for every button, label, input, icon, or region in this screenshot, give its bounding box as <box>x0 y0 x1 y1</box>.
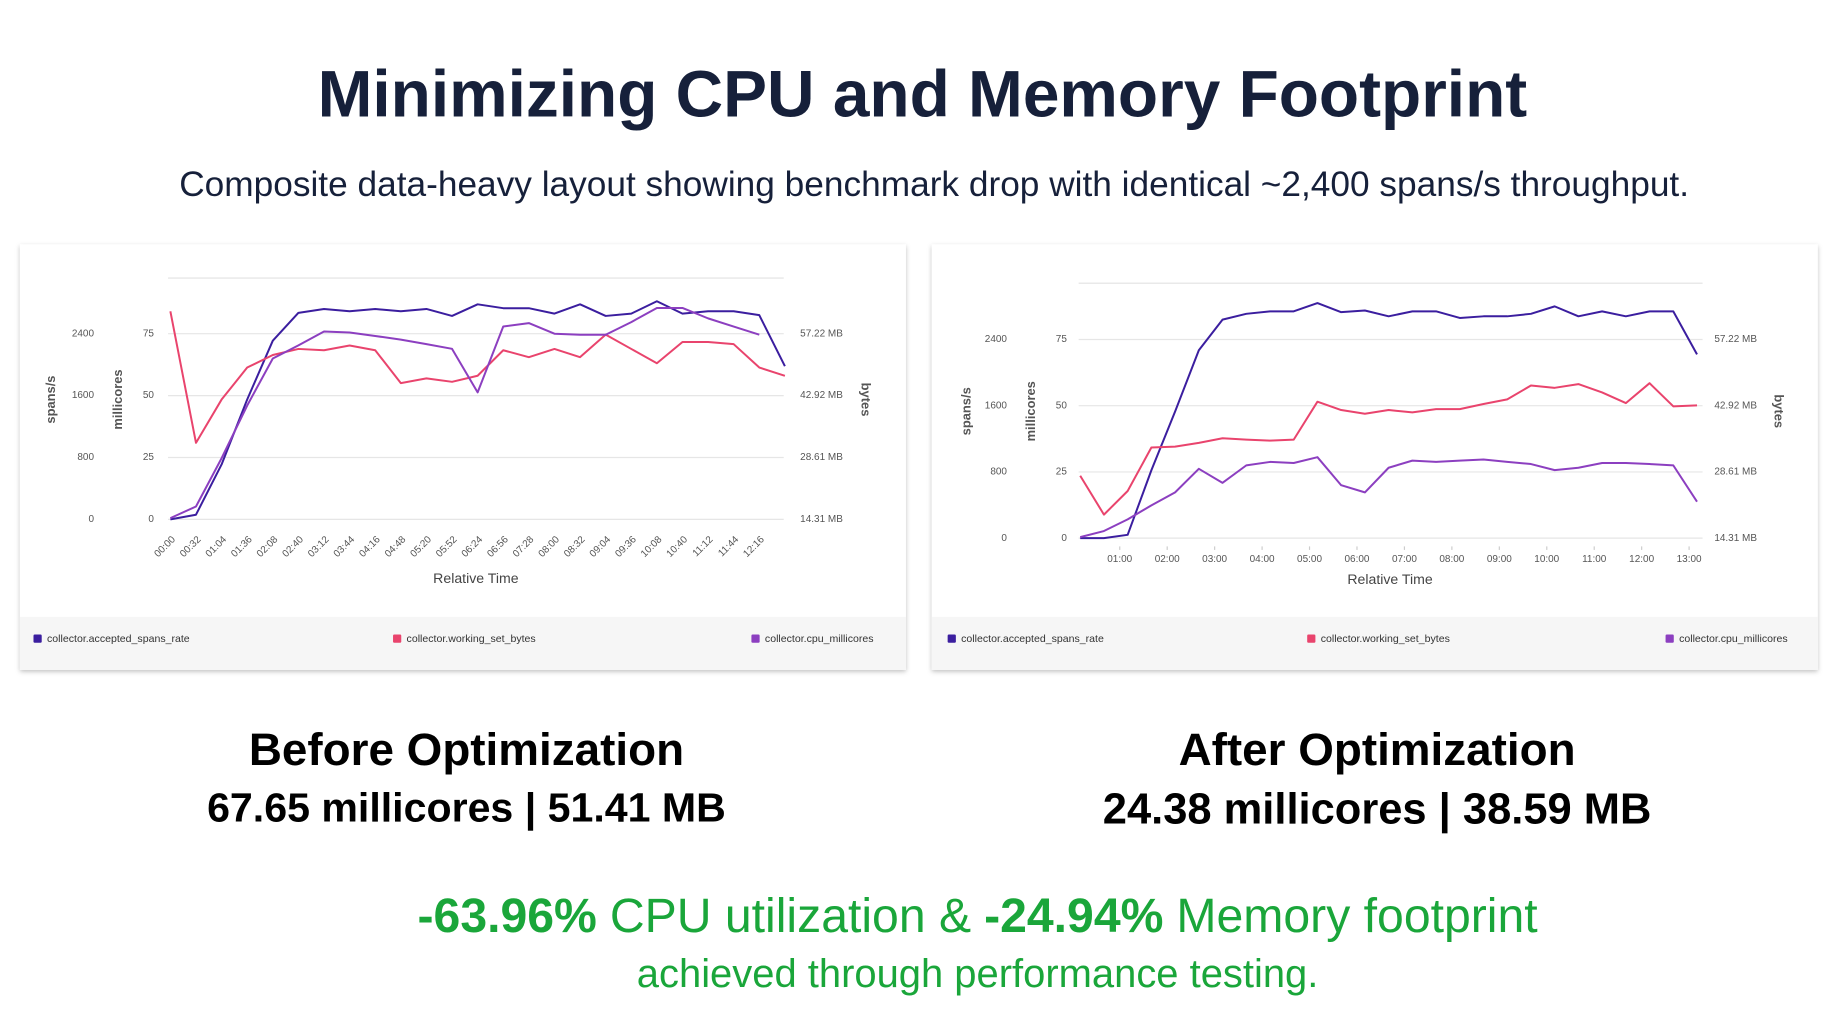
legend-swatch <box>1307 634 1316 643</box>
y-tick-label: 2400 <box>72 328 95 339</box>
x-tick-label: 02:00 <box>1155 554 1180 565</box>
y-tick-label: 800 <box>77 452 94 463</box>
chart-panel <box>931 244 1818 670</box>
series-line <box>1080 302 1698 540</box>
comparison-metrics: 24.38 millicores | 38.59 MB <box>1103 786 1652 835</box>
y2-tick-label: 75 <box>143 328 155 339</box>
y-tick-label: 800 <box>990 467 1007 478</box>
x-tick-label: 12:00 <box>1629 554 1654 565</box>
y-axis-title: spans/s <box>959 387 974 435</box>
x-tick-label: 04:00 <box>1250 554 1275 565</box>
legend-band <box>931 616 1818 670</box>
legend-swatch <box>1665 634 1674 643</box>
y3-tick-label: 14.31 MB <box>1714 533 1757 544</box>
comparison-metrics: 67.65 millicores | 51.41 MB <box>207 784 726 830</box>
x-tick-label: 13:00 <box>1677 554 1702 565</box>
legend-swatch <box>393 634 402 643</box>
y2-tick-label: 25 <box>1056 467 1068 478</box>
comparison-heading: After Optimization <box>1179 724 1576 775</box>
y2-tick-label: 0 <box>148 514 154 525</box>
series-line <box>1079 382 1698 516</box>
series-line <box>1079 456 1698 539</box>
y3-tick-label: 28.61 MB <box>800 452 843 463</box>
summary-note: achieved through performance testing. <box>637 952 1319 996</box>
slide-subtitle: Composite data-heavy layout showing benc… <box>179 165 1689 204</box>
x-axis-title: Relative Time <box>1347 571 1433 587</box>
summary-line: -63.96% CPU utilization & -24.94% Memory fo… <box>418 889 1539 943</box>
slide-title: Minimizing CPU and Memory Footprint <box>318 56 1528 130</box>
series-line <box>169 311 786 444</box>
legend-label: collector.working_set_bytes <box>1321 633 1450 645</box>
x-tick-label: 10:00 <box>1534 554 1559 565</box>
legend-label: collector.cpu_millicores <box>1679 633 1788 645</box>
legend-swatch <box>33 634 42 643</box>
y-tick-label: 1600 <box>985 400 1008 411</box>
legend-label: collector.working_set_bytes <box>407 633 536 645</box>
x-tick-label: 07:00 <box>1392 554 1417 565</box>
y3-axis-title: bytes <box>858 383 873 417</box>
x-tick-label: 06:00 <box>1345 554 1370 565</box>
y2-tick-label: 50 <box>1056 400 1068 411</box>
y2-tick-label: 75 <box>1056 334 1068 345</box>
x-tick-label: 11:00 <box>1582 554 1607 565</box>
y3-axis-title: bytes <box>1771 394 1786 428</box>
x-tick-label: 08:00 <box>1439 554 1464 565</box>
y2-axis-title: millicores <box>110 369 125 429</box>
legend-swatch <box>751 634 760 643</box>
y3-tick-label: 28.61 MB <box>1714 467 1757 478</box>
y3-tick-label: 14.31 MB <box>800 514 843 525</box>
y2-tick-label: 50 <box>143 390 155 401</box>
y-axis-title: spans/s <box>43 375 58 423</box>
legend-swatch <box>947 634 956 643</box>
y-tick-label: 0 <box>1001 533 1007 544</box>
series-line <box>170 300 786 521</box>
memory-change: -24.94% <box>984 889 1163 943</box>
x-tick-label: 09:00 <box>1487 554 1512 565</box>
y2-tick-label: 0 <box>1061 533 1067 544</box>
y3-tick-label: 57.22 MB <box>800 328 843 339</box>
x-tick-label: 01:00 <box>1107 554 1132 565</box>
y-tick-label: 1600 <box>72 390 95 401</box>
y3-tick-label: 57.22 MB <box>1714 334 1757 345</box>
y-tick-label: 0 <box>88 514 94 525</box>
legend-label: collector.accepted_spans_rate <box>961 633 1104 645</box>
memory-label: Memory footprint <box>1176 889 1538 943</box>
y2-axis-title: millicores <box>1023 381 1038 441</box>
cpu-change: -63.96% <box>418 889 597 943</box>
x-tick-label: 05:00 <box>1297 554 1322 565</box>
comparison-heading: Before Optimization <box>249 724 684 775</box>
cpu-label: CPU utilization & <box>610 889 971 943</box>
series-line <box>169 306 760 520</box>
y3-tick-label: 42.92 MB <box>800 390 843 401</box>
legend-label: collector.cpu_millicores <box>765 633 874 645</box>
y3-tick-label: 42.92 MB <box>1714 400 1757 411</box>
y-tick-label: 2400 <box>985 334 1008 345</box>
y2-tick-label: 25 <box>143 452 155 463</box>
x-axis-title: Relative Time <box>433 570 519 586</box>
legend-label: collector.accepted_spans_rate <box>47 633 190 645</box>
legend-band <box>19 616 906 670</box>
x-tick-label: 03:00 <box>1202 554 1227 565</box>
